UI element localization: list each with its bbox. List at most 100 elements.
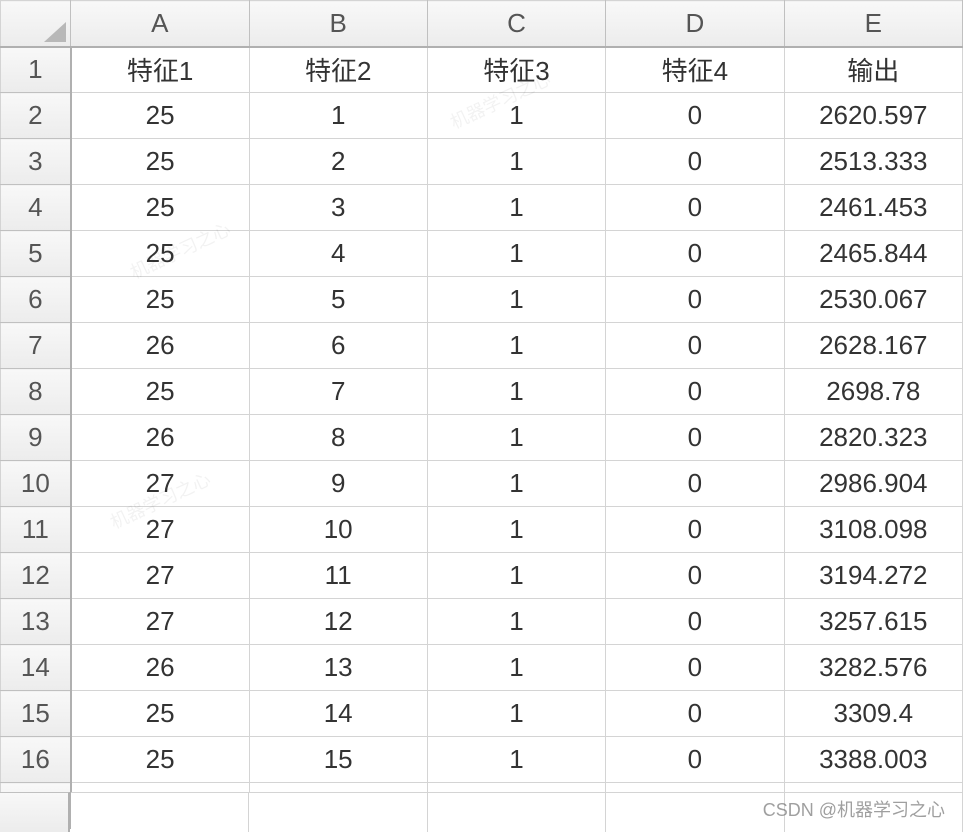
- select-all-corner[interactable]: [1, 1, 71, 47]
- cell[interactable]: 0: [606, 415, 784, 461]
- cell[interactable]: 1: [427, 691, 605, 737]
- cell[interactable]: 特征3: [427, 47, 605, 93]
- cell[interactable]: 1: [427, 323, 605, 369]
- cell[interactable]: 27: [71, 507, 249, 553]
- cell[interactable]: 2461.453: [784, 185, 962, 231]
- cell[interactable]: 25: [71, 691, 249, 737]
- cell[interactable]: 2698.78: [784, 369, 962, 415]
- cell[interactable]: 0: [606, 231, 784, 277]
- cell[interactable]: 2986.904: [784, 461, 962, 507]
- cell[interactable]: 12: [249, 599, 427, 645]
- cell[interactable]: 1: [427, 277, 605, 323]
- cell[interactable]: 2465.844: [784, 231, 962, 277]
- row-header[interactable]: 11: [1, 507, 71, 553]
- cell[interactable]: 6: [249, 323, 427, 369]
- cell[interactable]: 10: [249, 507, 427, 553]
- cell[interactable]: 25: [71, 277, 249, 323]
- cell[interactable]: 27: [71, 461, 249, 507]
- cell[interactable]: 5: [249, 277, 427, 323]
- cell[interactable]: 0: [606, 599, 784, 645]
- cell[interactable]: 26: [71, 323, 249, 369]
- cell[interactable]: 9: [249, 461, 427, 507]
- col-header-d[interactable]: D: [606, 1, 784, 47]
- cell[interactable]: 2530.067: [784, 277, 962, 323]
- cell[interactable]: 15: [249, 737, 427, 783]
- cell[interactable]: 0: [606, 645, 784, 691]
- row-header[interactable]: 5: [1, 231, 71, 277]
- cell[interactable]: 1: [427, 93, 605, 139]
- row-header[interactable]: 13: [1, 599, 71, 645]
- row-header[interactable]: 2: [1, 93, 71, 139]
- cell[interactable]: 3257.615: [784, 599, 962, 645]
- cell[interactable]: 0: [606, 553, 784, 599]
- cell[interactable]: 0: [606, 139, 784, 185]
- cell[interactable]: 3108.098: [784, 507, 962, 553]
- cell[interactable]: 输出: [784, 47, 962, 93]
- cell[interactable]: 25: [71, 185, 249, 231]
- cell[interactable]: 14: [249, 691, 427, 737]
- cell[interactable]: 1: [427, 645, 605, 691]
- row-header[interactable]: 16: [1, 737, 71, 783]
- col-header-e[interactable]: E: [784, 1, 962, 47]
- cell[interactable]: 特征1: [71, 47, 249, 93]
- cell[interactable]: 1: [427, 507, 605, 553]
- cell[interactable]: 1: [427, 599, 605, 645]
- cell[interactable]: 3194.272: [784, 553, 962, 599]
- cell[interactable]: 1: [427, 231, 605, 277]
- cell[interactable]: 0: [606, 369, 784, 415]
- cell[interactable]: 7: [249, 369, 427, 415]
- cell[interactable]: 1: [427, 553, 605, 599]
- cell[interactable]: 2620.597: [784, 93, 962, 139]
- row-header[interactable]: 10: [1, 461, 71, 507]
- row-header[interactable]: 9: [1, 415, 71, 461]
- cell[interactable]: 3309.4: [784, 691, 962, 737]
- cell[interactable]: 0: [606, 185, 784, 231]
- cell[interactable]: 特征4: [606, 47, 784, 93]
- cell[interactable]: 26: [71, 415, 249, 461]
- cell[interactable]: 0: [606, 93, 784, 139]
- cell[interactable]: 0: [606, 507, 784, 553]
- cell[interactable]: 1: [249, 93, 427, 139]
- cell[interactable]: 25: [71, 737, 249, 783]
- cell[interactable]: 25: [71, 93, 249, 139]
- col-header-c[interactable]: C: [427, 1, 605, 47]
- cell[interactable]: 2513.333: [784, 139, 962, 185]
- cell[interactable]: 特征2: [249, 47, 427, 93]
- cell[interactable]: 3282.576: [784, 645, 962, 691]
- cell[interactable]: 1: [427, 185, 605, 231]
- row-header[interactable]: 12: [1, 553, 71, 599]
- row-header[interactable]: 15: [1, 691, 71, 737]
- cell[interactable]: 13: [249, 645, 427, 691]
- cell[interactable]: 3: [249, 185, 427, 231]
- cell[interactable]: 26: [71, 645, 249, 691]
- col-header-a[interactable]: A: [71, 1, 249, 47]
- row-header[interactable]: 7: [1, 323, 71, 369]
- cell[interactable]: 8: [249, 415, 427, 461]
- cell[interactable]: 2628.167: [784, 323, 962, 369]
- cell[interactable]: 2: [249, 139, 427, 185]
- col-header-b[interactable]: B: [249, 1, 427, 47]
- cell[interactable]: 1: [427, 369, 605, 415]
- row-header[interactable]: 8: [1, 369, 71, 415]
- cell[interactable]: 0: [606, 277, 784, 323]
- cell[interactable]: 0: [606, 691, 784, 737]
- cell[interactable]: 3388.003: [784, 737, 962, 783]
- cell[interactable]: 0: [606, 323, 784, 369]
- row-header[interactable]: 6: [1, 277, 71, 323]
- cell[interactable]: 25: [71, 369, 249, 415]
- cell[interactable]: 1: [427, 737, 605, 783]
- cell[interactable]: 11: [249, 553, 427, 599]
- row-header[interactable]: 4: [1, 185, 71, 231]
- cell[interactable]: 1: [427, 461, 605, 507]
- cell[interactable]: 2820.323: [784, 415, 962, 461]
- row-header[interactable]: 14: [1, 645, 71, 691]
- cell[interactable]: 1: [427, 139, 605, 185]
- cell[interactable]: 4: [249, 231, 427, 277]
- cell[interactable]: 0: [606, 461, 784, 507]
- cell[interactable]: 1: [427, 415, 605, 461]
- cell[interactable]: 25: [71, 139, 249, 185]
- cell[interactable]: 0: [606, 737, 784, 783]
- row-header[interactable]: 1: [1, 47, 71, 93]
- row-header[interactable]: 3: [1, 139, 71, 185]
- cell[interactable]: 27: [71, 553, 249, 599]
